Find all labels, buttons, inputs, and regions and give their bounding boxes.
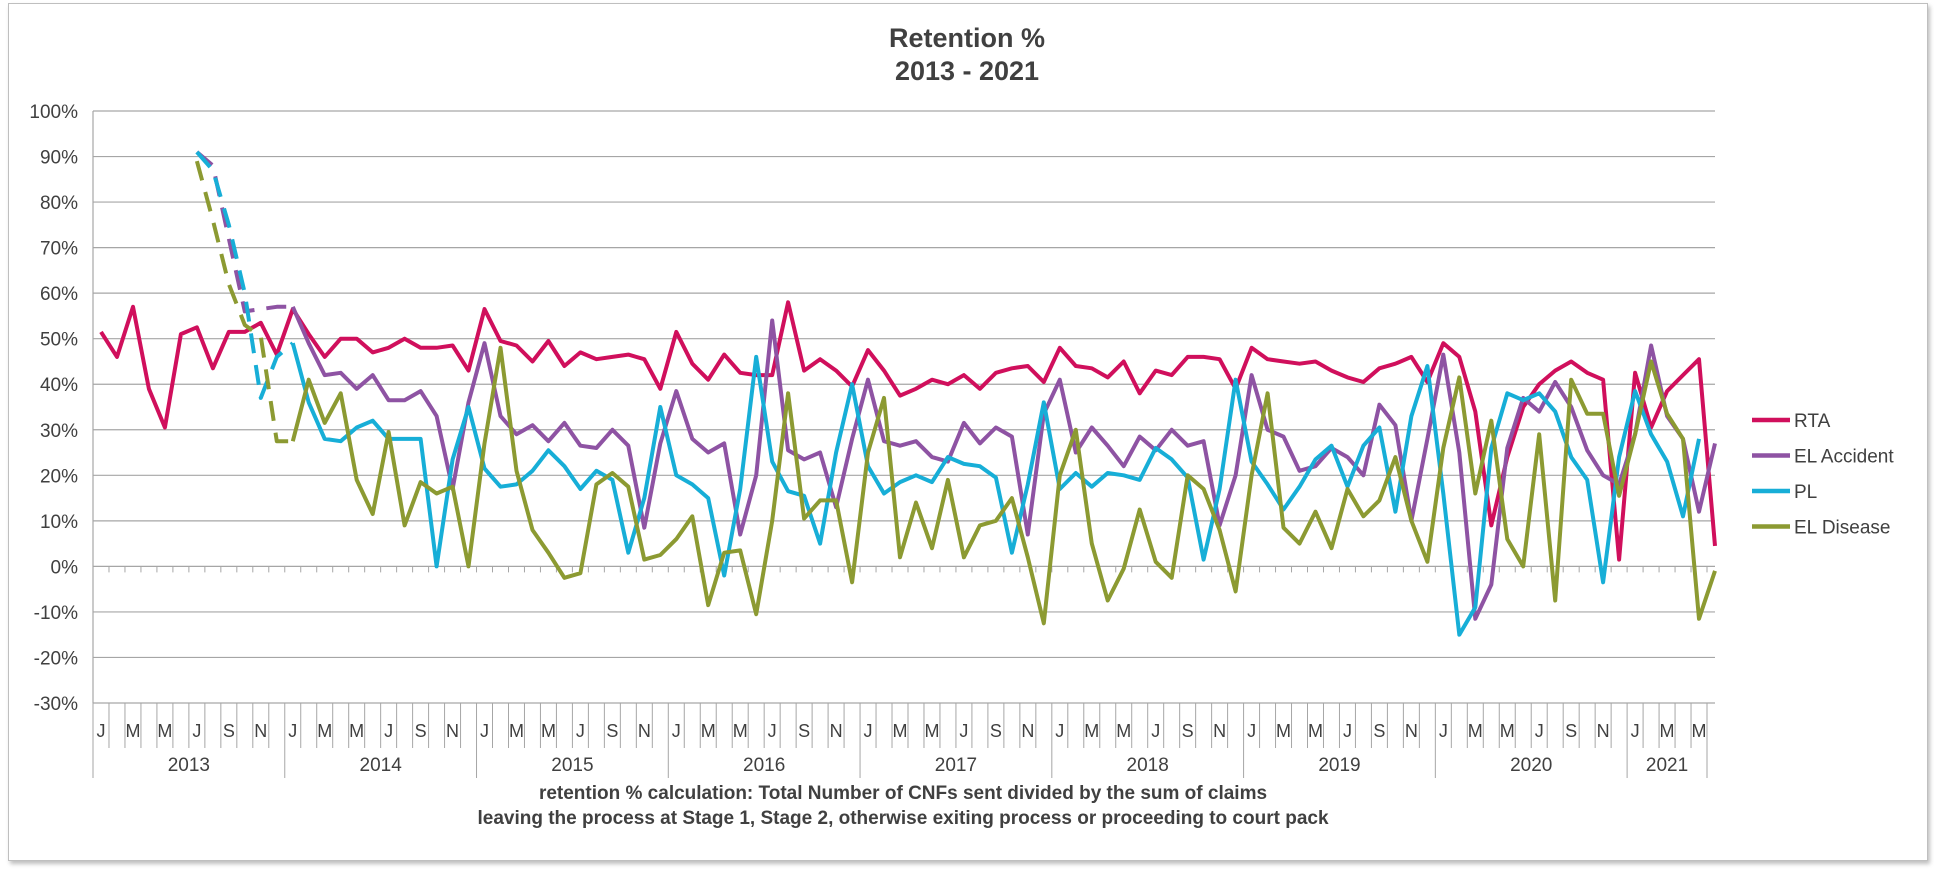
y-tick-label: 30% [40, 421, 78, 442]
y-tick-label: 40% [40, 375, 78, 396]
x-month-label: M [701, 721, 716, 741]
x-month-label: N [1597, 721, 1610, 741]
x-year-label: 2021 [1646, 755, 1688, 776]
legend-label: PL [1794, 482, 1817, 503]
y-tick-label: 50% [40, 330, 78, 351]
x-month-label: J [768, 721, 777, 741]
x-year-label: 2013 [168, 755, 210, 776]
x-month-label: M [1084, 721, 1099, 741]
x-month-label: J [672, 721, 681, 741]
x-month-label: M [157, 721, 172, 741]
x-month-label: N [1021, 721, 1034, 741]
legend-label: RTA [1794, 411, 1831, 432]
x-month-label: J [1055, 721, 1064, 741]
y-axis-tick-labels: 100% 90% 80% 70% 60% 50% 40% 30% 20% 10% 0% -10% -20… [29, 102, 78, 715]
x-year-label: 2016 [743, 755, 785, 776]
footnote-line-2: leaving the process at Stage 1, Stage 2,… [477, 808, 1328, 829]
x-month-label: N [446, 721, 459, 741]
series-line-dashed [194, 160, 293, 444]
series-line [290, 342, 1701, 637]
x-month-label: J [1343, 721, 1352, 741]
x-month-label: M [349, 721, 364, 741]
x-month-label: M [125, 721, 140, 741]
series-line [290, 305, 1717, 621]
x-month-label: M [1116, 721, 1131, 741]
x-year-label: 2017 [935, 755, 977, 776]
y-tick-label: 20% [40, 466, 78, 487]
y-tick-label: 70% [40, 239, 78, 260]
y-tick-label: 100% [29, 102, 78, 123]
x-month-label: J [1439, 721, 1448, 741]
x-month-label: M [924, 721, 939, 741]
x-month-label: J [384, 721, 393, 741]
y-tick-label: -20% [34, 648, 78, 669]
y-tick-label: 60% [40, 284, 78, 305]
x-year-label: 2019 [1318, 755, 1360, 776]
x-year-label: 2015 [551, 755, 593, 776]
x-month-label: M [541, 721, 556, 741]
x-month-label: S [990, 721, 1002, 741]
x-month-label: S [798, 721, 810, 741]
legend-label: EL Disease [1794, 518, 1890, 539]
x-month-label: M [893, 721, 908, 741]
x-month-label: M [1660, 721, 1675, 741]
x-month-label: N [638, 721, 651, 741]
y-tick-label: -10% [34, 603, 78, 624]
x-month-label: J [1631, 721, 1640, 741]
footnote-line-1: retention % calculation: Total Number of… [539, 783, 1267, 804]
y-tick-label: 10% [40, 512, 78, 533]
y-tick-label: -30% [34, 694, 78, 715]
x-year-label: 2018 [1127, 755, 1169, 776]
chart-subtitle: 2013 - 2021 [895, 56, 1039, 86]
x-month-label: S [606, 721, 618, 741]
x-month-label: J [192, 721, 201, 741]
x-month-label: S [1373, 721, 1385, 741]
x-year-label: 2020 [1510, 755, 1552, 776]
x-month-label: J [959, 721, 968, 741]
x-month-label: J [96, 721, 105, 741]
x-month-label: M [1468, 721, 1483, 741]
gridlines [92, 110, 1715, 704]
series-line [99, 300, 1717, 562]
x-month-label: J [1535, 721, 1544, 741]
legend-label: EL Accident [1794, 447, 1894, 468]
x-month-label: S [1565, 721, 1577, 741]
x-month-label: N [254, 721, 267, 741]
x-month-label: M [509, 721, 524, 741]
x-month-label: J [480, 721, 489, 741]
x-month-label: N [1405, 721, 1418, 741]
x-month-label: N [1213, 721, 1226, 741]
x-month-label: M [1276, 721, 1291, 741]
x-month-label: S [415, 721, 427, 741]
x-month-label: M [1308, 721, 1323, 741]
chart-title: Retention % [889, 23, 1045, 53]
series-line-dashed [195, 150, 293, 314]
series-lines [99, 150, 1717, 637]
x-month-label: M [317, 721, 332, 741]
x-month-label: M [733, 721, 748, 741]
x-month-label: N [830, 721, 843, 741]
x-month-label: S [223, 721, 235, 741]
legend: RTA EL Accident PL EL Disease [1752, 411, 1894, 539]
x-month-label: S [1182, 721, 1194, 741]
y-tick-label: 90% [40, 148, 78, 169]
y-tick-label: 80% [40, 193, 78, 214]
series-line [290, 345, 1717, 626]
x-month-label: J [1247, 721, 1256, 741]
x-month-label: J [288, 721, 297, 741]
x-month-label: J [1151, 721, 1160, 741]
y-tick-label: 0% [51, 557, 79, 578]
series-line-dashed [195, 150, 295, 400]
x-month-label: M [1692, 721, 1707, 741]
x-month-label: J [576, 721, 585, 741]
x-year-label: 2014 [360, 755, 403, 776]
x-month-label: J [864, 721, 873, 741]
x-month-label: M [1500, 721, 1515, 741]
